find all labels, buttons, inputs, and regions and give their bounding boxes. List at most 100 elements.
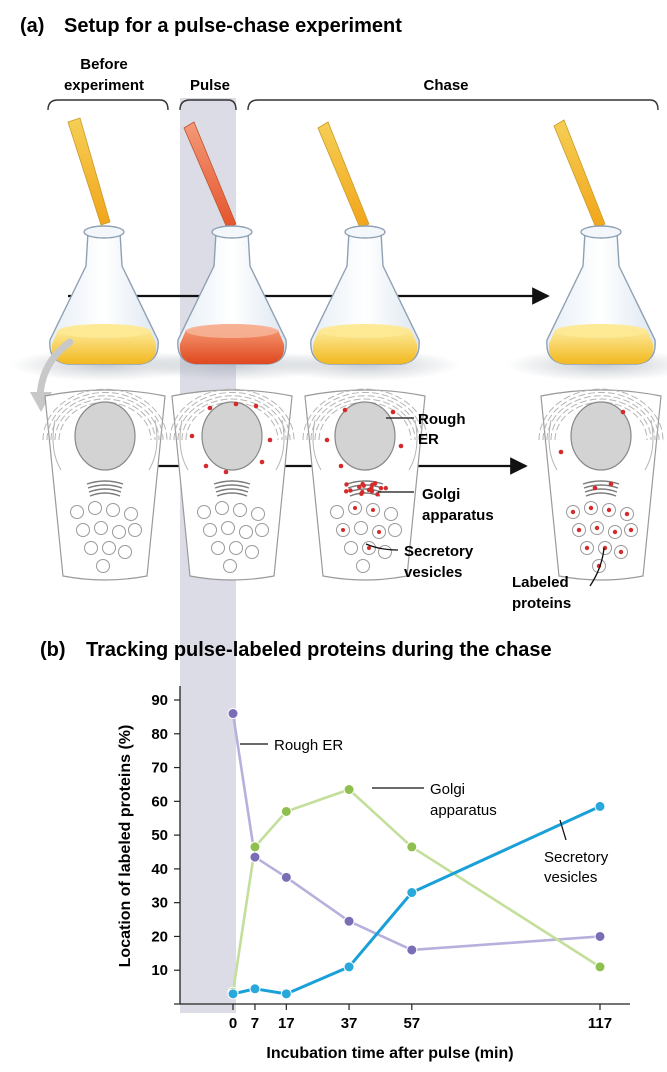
y-tick-label: 20 [151, 928, 168, 945]
stage-before-label-2: experiment [64, 77, 144, 94]
nucleus [201, 401, 263, 471]
label-secretory-2: vesicles [404, 564, 462, 581]
point-rough-er [406, 944, 418, 956]
y-tick-label: 30 [151, 895, 168, 912]
leader-series-secretory [559, 819, 567, 841]
point-secretory-vesicles [227, 988, 239, 1000]
x-tick-label: 0 [229, 1015, 237, 1032]
x-tick-label: 57 [403, 1015, 420, 1032]
series-label-secretory-1: Secretory [544, 849, 609, 866]
label-dot [592, 485, 598, 491]
line-chart: 10 20 30 40 50 60 70 80 90 0 7 17 37 57 117 Location o… [117, 686, 630, 1062]
label-dot [353, 506, 357, 510]
y-tick-label: 90 [151, 692, 168, 709]
part-a-letter: (a) [20, 15, 44, 37]
label-secretory-1: Secretory [404, 543, 474, 560]
x-axis-label: Incubation time after pulse (min) [266, 1045, 513, 1062]
y-tick-label: 60 [151, 793, 168, 810]
label-golgi-1: Golgi [422, 486, 460, 503]
label-dot [398, 443, 404, 449]
label-dot [628, 527, 634, 533]
bracket-before [47, 99, 169, 111]
flask-chase-early [270, 121, 460, 381]
label-dot [377, 530, 381, 534]
point-secretory-vesicles [406, 887, 418, 899]
label-dot [259, 459, 265, 465]
point-secretory-vesicles [249, 983, 261, 995]
leader-secretory [365, 543, 399, 551]
y-tick-label: 10 [151, 962, 168, 979]
series-label-secretory-2: vesicles [544, 869, 597, 886]
label-rough-er-2: ER [418, 431, 439, 448]
series-label-golgi-1: Golgi [430, 781, 465, 798]
y-axis-label: Location of labeled proteins (%) [117, 725, 134, 968]
label-labeled-proteins-1: Labeled [512, 574, 569, 591]
y-tick-label: 40 [151, 861, 168, 878]
x-tick-label: 7 [251, 1015, 259, 1032]
series-label-rough-er: Rough ER [274, 737, 343, 754]
label-dot [612, 529, 618, 535]
label-dot [570, 509, 576, 515]
stage-pulse-label: Pulse [190, 77, 230, 94]
label-golgi-2: apparatus [422, 507, 494, 524]
series-label-golgi-2: apparatus [430, 802, 497, 819]
y-tick-label: 50 [151, 827, 168, 844]
label-dot [383, 485, 388, 491]
series-line-secretory-vesicles [232, 805, 601, 996]
label-dot [594, 525, 600, 531]
cell-chase-early [302, 388, 428, 581]
label-dot [588, 505, 594, 511]
point-golgi-apparatus [343, 784, 355, 796]
label-dot [606, 507, 612, 513]
stage-chase-label: Chase [423, 77, 468, 94]
point-rough-er [249, 851, 261, 863]
label-dot [370, 482, 375, 487]
point-rough-er [227, 708, 239, 720]
label-dot [366, 487, 372, 493]
label-dot [348, 488, 353, 493]
point-golgi-apparatus [249, 841, 261, 853]
x-tick-label: 17 [278, 1015, 295, 1032]
label-dot [367, 546, 371, 550]
series-line-golgi-apparatus [231, 788, 601, 993]
label-dot [343, 489, 349, 494]
part-a-title: Setup for a pulse-chase experiment [64, 15, 402, 37]
point-rough-er [594, 930, 606, 942]
series-line-rough-er [231, 713, 601, 952]
label-dot [357, 484, 362, 490]
label-dot [371, 508, 375, 512]
x-tick-label: 37 [341, 1015, 358, 1032]
flask-to-cell-arrow [36, 338, 74, 400]
bracket-pulse [179, 99, 237, 111]
flask-before [10, 117, 200, 381]
stage-before-label-1: Before [80, 56, 128, 73]
x-tick-label: 117 [588, 1015, 612, 1032]
cell-before [42, 388, 168, 581]
label-dot [375, 492, 380, 497]
bracket-chase [247, 99, 659, 111]
label-dot [267, 437, 273, 443]
point-secretory-vesicles [280, 988, 292, 1000]
label-dot [189, 433, 195, 439]
y-tick-label: 80 [151, 726, 168, 743]
y-tick-label: 70 [151, 760, 168, 777]
point-golgi-apparatus [406, 841, 418, 853]
label-rough-er-1: Rough [418, 411, 465, 428]
label-dot [361, 483, 366, 488]
label-dot [608, 481, 614, 487]
flask-pulse [137, 121, 327, 381]
label-dot [620, 409, 626, 415]
part-b-letter: (b) [40, 639, 66, 661]
label-dot [576, 527, 582, 533]
label-dot [558, 449, 564, 455]
label-dot [584, 545, 590, 551]
leader-labeled-proteins [589, 547, 605, 587]
nucleus [334, 401, 396, 471]
label-dot [341, 528, 345, 532]
part-b-title: Tracking pulse-labeled proteins during t… [86, 639, 552, 661]
cell-pulse [169, 388, 295, 581]
nucleus [74, 401, 136, 471]
flask-chase-late [506, 119, 667, 381]
label-dot [203, 463, 209, 469]
